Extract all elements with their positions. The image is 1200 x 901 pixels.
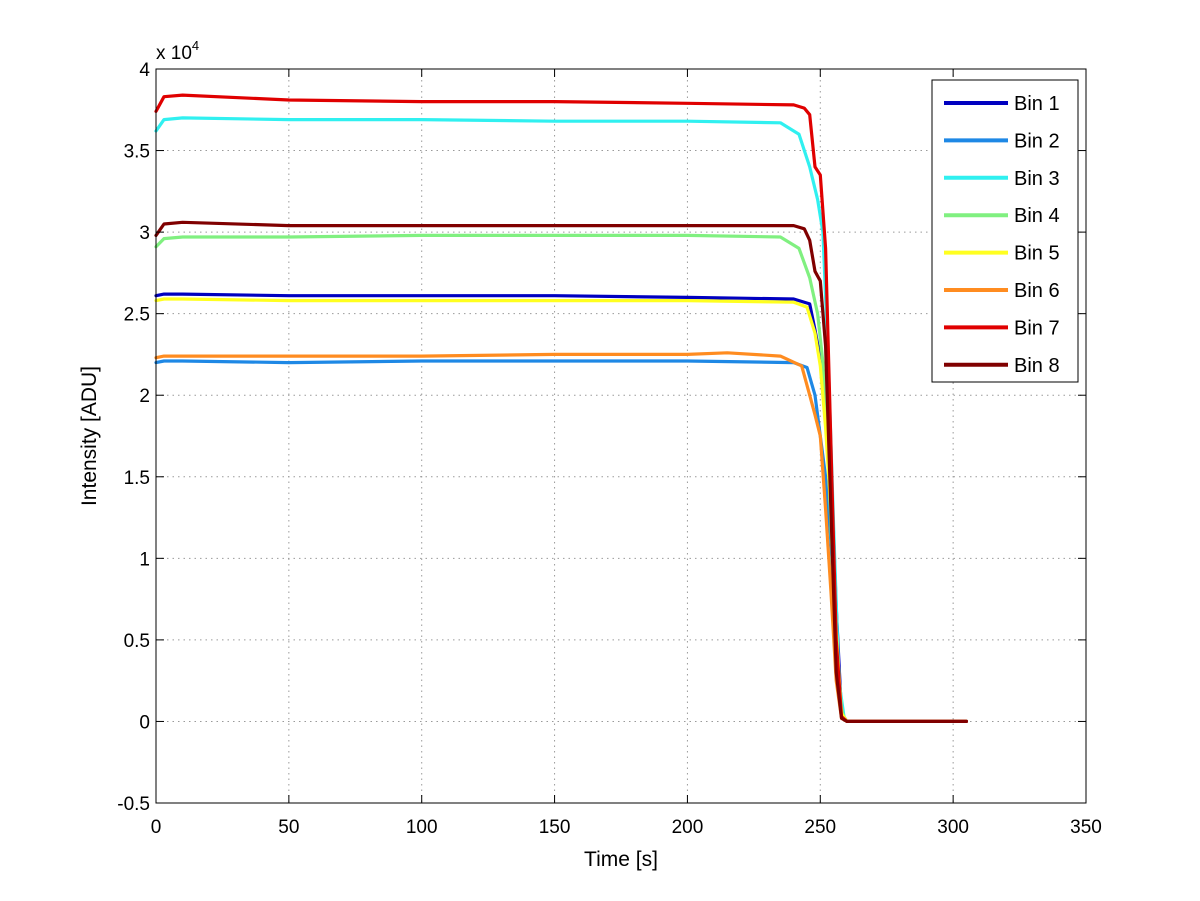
- y-multiplier-base: x 10: [156, 43, 192, 64]
- y-tick-label: 1: [139, 549, 150, 570]
- x-axis-label: Time [s]: [584, 848, 658, 871]
- x-tick-label: 350: [1070, 817, 1102, 838]
- x-tick-label: 0: [151, 817, 162, 838]
- y-tick-label: 3: [139, 223, 150, 244]
- legend-label: Bin 4: [1014, 205, 1060, 227]
- y-axis-label: Intensity [ADU]: [78, 366, 101, 506]
- legend-label: Bin 3: [1014, 168, 1060, 190]
- axis-ticks: 0 50 100 150 200 250 300 350-0.500.511.522.533.…: [117, 60, 1102, 838]
- y-tick-label: 4: [139, 60, 150, 81]
- y-tick-label: 3.5: [124, 142, 150, 163]
- x-tick-label: 250: [804, 817, 836, 838]
- series-lines: [154, 93, 969, 724]
- y-tick-label: -0.5: [117, 794, 150, 815]
- legend: Bin 1 Bin 2 Bin 3 Bin 4 Bin 5 Bin 6 Bin 7 Bin 8: [931, 79, 1079, 383]
- x-tick-label: 200: [672, 817, 704, 838]
- y-tick-label: 1.5: [124, 468, 150, 489]
- y-tick-label: 2.5: [124, 305, 150, 326]
- legend-label: Bin 2: [1014, 130, 1060, 152]
- x-tick-label: 50: [278, 817, 299, 838]
- legend-label: Bin 6: [1014, 280, 1060, 302]
- y-multiplier-exponent: 4: [192, 38, 199, 53]
- y-tick-label: 0.5: [124, 631, 150, 652]
- x-tick-label: 300: [937, 817, 969, 838]
- legend-label: Bin 8: [1014, 355, 1060, 377]
- y-axis-multiplier: x 104: [156, 38, 199, 64]
- series-line-bin-8: [154, 220, 969, 724]
- legend-label: Bin 7: [1014, 317, 1060, 339]
- legend-label: Bin 5: [1014, 243, 1060, 265]
- plot-frame: [155, 68, 1087, 804]
- x-tick-label: 100: [406, 817, 438, 838]
- legend-box: [931, 79, 1079, 383]
- y-tick-label: 0: [139, 712, 150, 733]
- x-tick-label: 150: [539, 817, 571, 838]
- legend-label: Bin 1: [1014, 93, 1060, 115]
- y-tick-label: 2: [139, 386, 150, 407]
